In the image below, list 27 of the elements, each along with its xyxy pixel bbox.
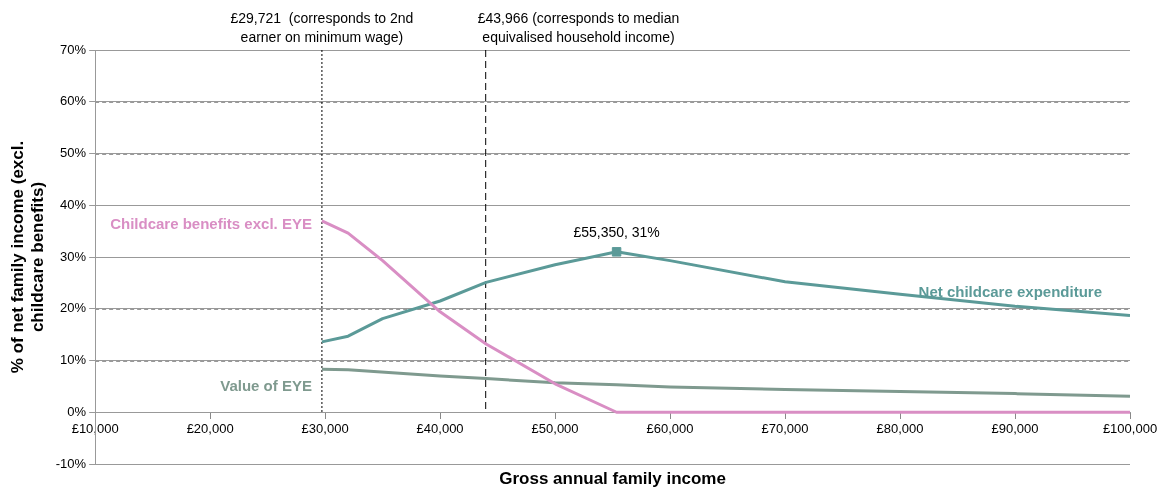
x-tick-label: £30,000 bbox=[301, 420, 349, 436]
series-label: Value of EYE bbox=[220, 377, 312, 395]
y-tick-label: 60% bbox=[60, 93, 87, 109]
x-tick-label: £90,000 bbox=[991, 420, 1039, 436]
y-tick-label: -10% bbox=[55, 455, 87, 471]
series-label: Net childcare expenditure bbox=[918, 282, 1102, 300]
x-tick-label: £70,000 bbox=[761, 420, 809, 436]
y-tick-label: 70% bbox=[60, 41, 87, 57]
y-tick-label: 10% bbox=[60, 352, 87, 368]
y-tick-label: 20% bbox=[60, 300, 87, 316]
x-tick-label: £100,000 bbox=[1102, 420, 1158, 436]
y-tick-label: 50% bbox=[60, 145, 87, 161]
y-tick-label: 30% bbox=[60, 248, 87, 264]
y-tick-label: 40% bbox=[60, 196, 87, 212]
x-tick-label: £10,000 bbox=[71, 420, 119, 436]
ref-line-label: £29,721 (corresponds to 2nd earner on minimum wage) bbox=[230, 10, 414, 45]
x-tick-label: £50,000 bbox=[531, 420, 579, 436]
x-tick-label: £80,000 bbox=[876, 420, 924, 436]
x-tick-label: £60,000 bbox=[646, 420, 694, 436]
y-tick-label: 0% bbox=[67, 403, 87, 419]
annotation: £55,350, 31% bbox=[573, 223, 660, 240]
x-tick-label: £20,000 bbox=[186, 420, 234, 436]
ref-line-label: £43,966 (corresponds to median equivalised household income) bbox=[477, 10, 680, 45]
series-label: Childcare benefits excl. EYE bbox=[110, 214, 312, 232]
x-tick-label: £40,000 bbox=[416, 420, 464, 436]
y-axis-title: % of net family income (excl. childcare benefits) bbox=[7, 140, 48, 374]
x-axis-title: Gross annual family income bbox=[499, 469, 726, 489]
